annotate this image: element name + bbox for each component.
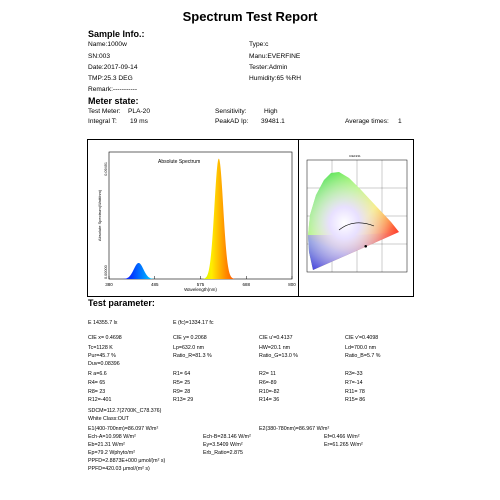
sample-sn: SN:003 [88, 53, 110, 60]
sample-name: Name:1000w [88, 41, 127, 48]
parameter-cell: R8= 23 [88, 389, 106, 395]
eb-value: Eb=21.31 W/m² [88, 442, 125, 448]
sample-info-heading: Sample Info.: [88, 29, 145, 39]
absolute-spectrum-chart: Absolute Spectrum Absolute Spectrum(Watt… [97, 151, 296, 292]
parameter-cell: E (fc)=1334.17 fc [173, 320, 214, 326]
spectrum-curve [109, 158, 292, 279]
peak-label: PeakAD Ip: [215, 118, 249, 125]
white-class: White Class:OUT [88, 416, 129, 422]
cie-chromaticity-chart: CIE1931 [306, 154, 408, 273]
spectrum-title: Absolute Spectrum [158, 159, 200, 165]
cie-title: CIE1931 [349, 154, 361, 158]
peak-value: 39481.1 [261, 118, 285, 125]
ech-b-value: Ech-B=28.146 W/m² [203, 434, 251, 440]
parameter-cell: R10=-82 [259, 389, 280, 395]
average-times-label: Average times: [345, 118, 389, 125]
parameter-cell: Ratio_G=13.0 % [259, 353, 299, 359]
x-tick-label: 575 [197, 282, 205, 287]
spectrum-plot-area [108, 151, 293, 280]
er-value: Er=61.265 W/m² [324, 442, 363, 448]
parameter-cell: CIE u'=0.4137 [259, 335, 293, 341]
sample-date: Date:2017-09-14 [88, 64, 138, 71]
spectrum-y-axis-label: Absolute Spectrum(Watt/nm) [97, 189, 102, 241]
sample-type: Type:c [249, 41, 269, 48]
parameter-cell: R3=-33 [345, 371, 363, 377]
parameter-cell: CIE x= 0.4698 [88, 335, 122, 341]
parameter-cell: Ratio_B=5.7 % [345, 353, 381, 359]
parameter-cell: R1= 64 [173, 371, 191, 377]
parameter-cell: R11= 78 [345, 389, 365, 395]
sdcm-value: SDCM=112.7(2700K_C78.376) [88, 408, 162, 414]
test-parameter-heading: Test parameter: [88, 298, 155, 308]
parameter-cell: Duv=0.08396 [88, 361, 120, 367]
y-tick-label: 0.09491 [104, 162, 108, 176]
parameter-cell: CIE y= 0.2068 [173, 335, 207, 341]
integral-label: Integral T: [88, 118, 117, 125]
cie-sample-point [364, 244, 368, 248]
parameter-cell: R6=-89 [259, 380, 277, 386]
sample-manu: Manu:EVERFINE [249, 53, 301, 60]
ep-value: Ep=79.2 Wphyto/m² [88, 450, 135, 456]
charts-frame [87, 139, 414, 297]
x-tick-label: 380 [105, 282, 113, 287]
parameter-cell: R15= 86 [345, 397, 366, 403]
planckian-locus [338, 222, 375, 231]
parameter-cell: R a=6.6 [88, 371, 107, 377]
parameter-cell: Ratio_R=81.3 % [173, 353, 212, 359]
ey-value: Ey=3.5409 W/m² [203, 442, 243, 448]
x-tick-label: 485 [151, 282, 159, 287]
charts-divider [298, 139, 299, 297]
sample-tester: Tester:Admin [249, 64, 288, 71]
parameter-cell: R12=-401 [88, 397, 112, 403]
sample-remark: Remark:----------- [88, 86, 138, 93]
e2-value: E2(380-780nm)=86.967 W/m² [259, 426, 330, 432]
e1-value: E1(400-700nm)=86.097 W/m² [88, 426, 159, 432]
report-title: Spectrum Test Report [182, 9, 318, 24]
parameter-cell: R4= 65 [88, 380, 106, 386]
test-meter-value: PLA-20 [128, 108, 150, 115]
sensitivity-value: High [264, 108, 278, 115]
spectrum-series [109, 158, 292, 279]
parameter-cell: Lp=632.0 nm [173, 345, 205, 351]
ef-value: Ef=0.466 W/m² [324, 434, 360, 440]
integral-value: 19 ms [130, 118, 148, 125]
parameter-cell: E 14355.7 lx [88, 320, 118, 326]
parameter-cell: R5= 25 [173, 380, 191, 386]
parameter-cell: HW=20.1 nm [259, 345, 291, 351]
average-times-value: 1 [398, 118, 402, 125]
pfd-value: PPFD=2.8873E+000 μmol/(m² s) [88, 458, 166, 464]
sample-humidity: Humidity:65 %RH [249, 75, 302, 82]
parameter-cell: CIE v'=0.4098 [345, 335, 379, 341]
cie-gamut-white [308, 172, 399, 270]
parameter-cell: R14= 36 [259, 397, 280, 403]
meter-state-heading: Meter state: [88, 96, 139, 106]
y-tick-label: 0.00000 [104, 265, 108, 279]
parameter-cell: Tc=1128 K [88, 345, 113, 351]
parameter-cell: Pur=45.7 % [88, 353, 116, 359]
parameter-cell: R7=-14 [345, 380, 363, 386]
parameter-cell: R9= 28 [173, 389, 191, 395]
test-meter-label: Test Meter: [88, 108, 121, 115]
x-tick-label: 800 [288, 282, 296, 287]
ech-a-value: Ech-A=10.998 W/m² [88, 434, 136, 440]
parameter-cell: R13= 29 [173, 397, 194, 403]
parameter-cell: R2= 11 [259, 371, 276, 377]
sample-tmp: TMP:25.3 DEG [88, 75, 133, 82]
spectrum-ticks: 380 485 575 688 800 0.00000 0.09491 [104, 162, 296, 287]
sensitivity-label: Sensitivity: [215, 108, 247, 115]
ppfd-value: PPFD=420.03 μmol/(m² s) [88, 466, 150, 472]
spectrum-x-axis-label: Wavelength(nm) [184, 287, 217, 292]
erb-ratio-value: Erb_Ratio=2.875 [203, 450, 243, 456]
parameter-cell: Ld=700.0 nm [345, 345, 377, 351]
x-tick-label: 688 [242, 282, 250, 287]
